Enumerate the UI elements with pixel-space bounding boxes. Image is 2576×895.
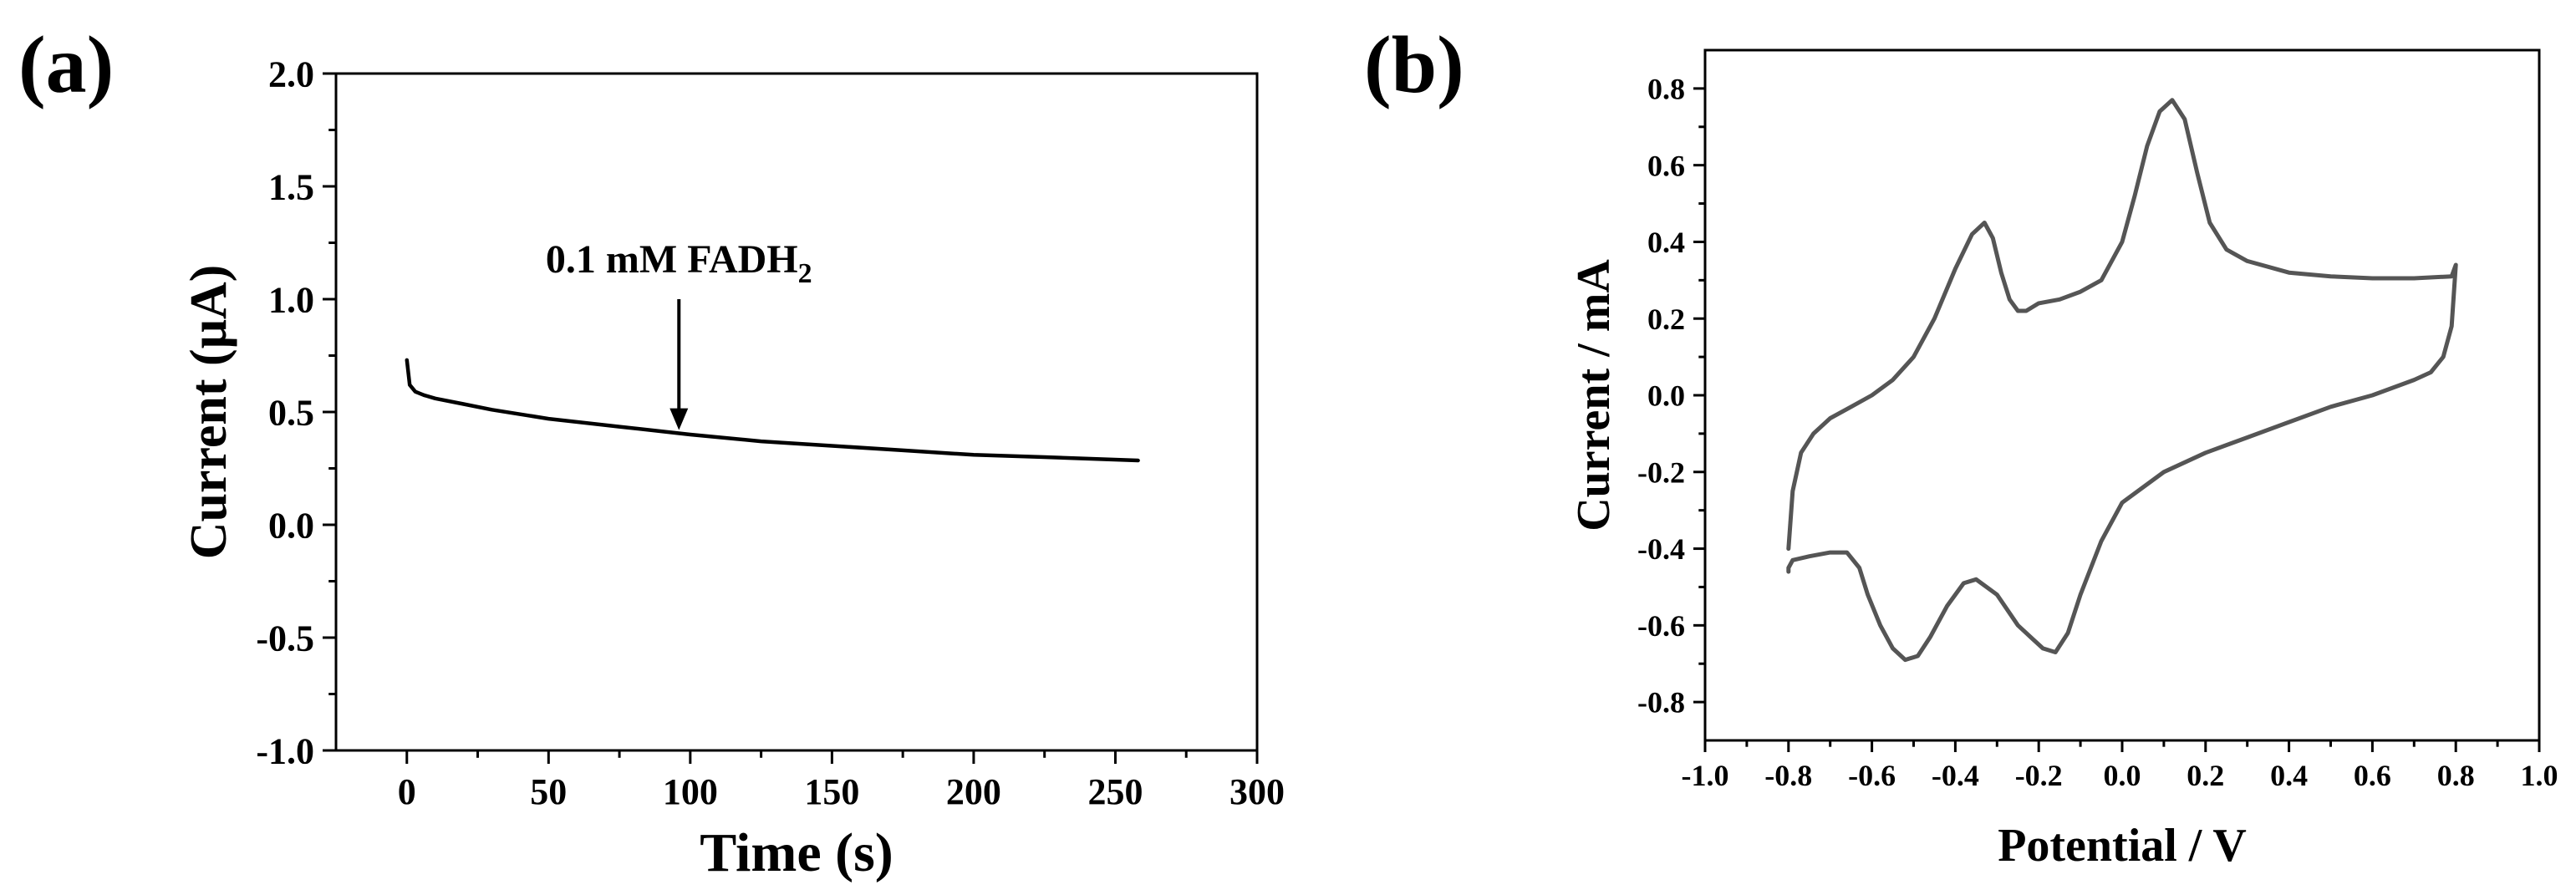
y-tick-label: 0.5	[268, 392, 314, 433]
x-tick-label: -1.0	[1682, 759, 1729, 792]
x-tick-label: 0	[398, 771, 416, 812]
series-a	[405, 358, 1140, 463]
x-tick-label: -0.6	[1848, 759, 1896, 792]
x-tick-label: 0.2	[2187, 759, 2224, 792]
x-tick-label: 150	[804, 771, 859, 812]
x-tick-label: 0.0	[2104, 759, 2141, 792]
x-tick-label: 200	[946, 771, 1001, 812]
x-tick-label: 300	[1229, 771, 1285, 812]
y-axis-label-b: Current / mA	[1568, 259, 1620, 531]
series-b	[1786, 98, 2458, 663]
x-tick-label: 1.0	[2521, 759, 2558, 792]
x-tick-label: 50	[530, 771, 567, 812]
y-tick-label: 0.0	[1647, 379, 1685, 413]
y-axis-label-a: Current (μA)	[181, 265, 237, 560]
y-tick-label: -0.6	[1637, 609, 1685, 643]
y-ticks-b: -0.8 -0.6 -0.4 -0.2 0.0 0.2 0.4 0.6 0.8	[1637, 72, 1705, 720]
series-line	[1786, 98, 2458, 663]
y-tick-label: 0.2	[1647, 303, 1685, 336]
y-tick-label: -0.4	[1637, 532, 1685, 566]
x-tick-label: -0.4	[1932, 759, 1979, 792]
x-axis-label-a: Time (s)	[700, 822, 893, 883]
y-tick-label: 0.6	[1647, 149, 1685, 182]
panel-label-a: (a)	[18, 20, 114, 110]
x-tick-label: 0.6	[2354, 759, 2391, 792]
annotation-text: 0.1 mM FADH2	[546, 237, 812, 289]
x-tick-label: 0.8	[2437, 759, 2475, 792]
arrow-head	[669, 408, 689, 430]
y-tick-label: -0.8	[1637, 686, 1685, 720]
y-tick-label: 0.4	[1647, 226, 1685, 259]
x-tick-label: 250	[1087, 771, 1143, 812]
annotation-a: 0.1 mM FADH2	[546, 237, 812, 430]
y-tick-label: -1.0	[256, 730, 314, 771]
x-tick-label: -0.8	[1764, 759, 1812, 792]
plot-frame-b	[1703, 48, 2541, 742]
y-tick-label: 2.0	[268, 53, 314, 94]
plot-frame-a	[334, 72, 1259, 752]
x-axis-label-b: Potential / V	[1998, 820, 2247, 872]
panel-b: (b) -1.0 -0.8 -0.6 -0.4 -0.2 0.0 0.2 0.4 0.6 0.8 1…	[1364, 20, 2558, 872]
x-tick-label: 100	[663, 771, 718, 812]
x-tick-label: 0.4	[2270, 759, 2308, 792]
series-line	[405, 358, 1140, 463]
x-tick-label: -0.2	[2015, 759, 2063, 792]
y-tick-label: 1.5	[268, 166, 314, 207]
y-tick-label: 0.0	[268, 505, 314, 546]
panel-label-b: (b)	[1364, 20, 1464, 110]
y-tick-label: -0.5	[256, 618, 314, 659]
panel-a: (a) 0 50 100 150 200 250 300 -1.0 -0.5 0.0 0.5 1.0…	[18, 20, 1285, 883]
y-tick-label: 0.8	[1647, 72, 1685, 105]
y-tick-label: -0.2	[1637, 455, 1685, 489]
y-ticks-a: -1.0 -0.5 0.0 0.5 1.0 1.5 2.0	[256, 53, 336, 771]
x-ticks-a: 0 50 100 150 200 250 300	[398, 750, 1285, 812]
x-ticks-b: -1.0 -0.8 -0.6 -0.4 -0.2 0.0 0.2 0.4 0.6 0.8 1.0	[1682, 740, 2558, 792]
y-tick-label: 1.0	[268, 279, 314, 320]
